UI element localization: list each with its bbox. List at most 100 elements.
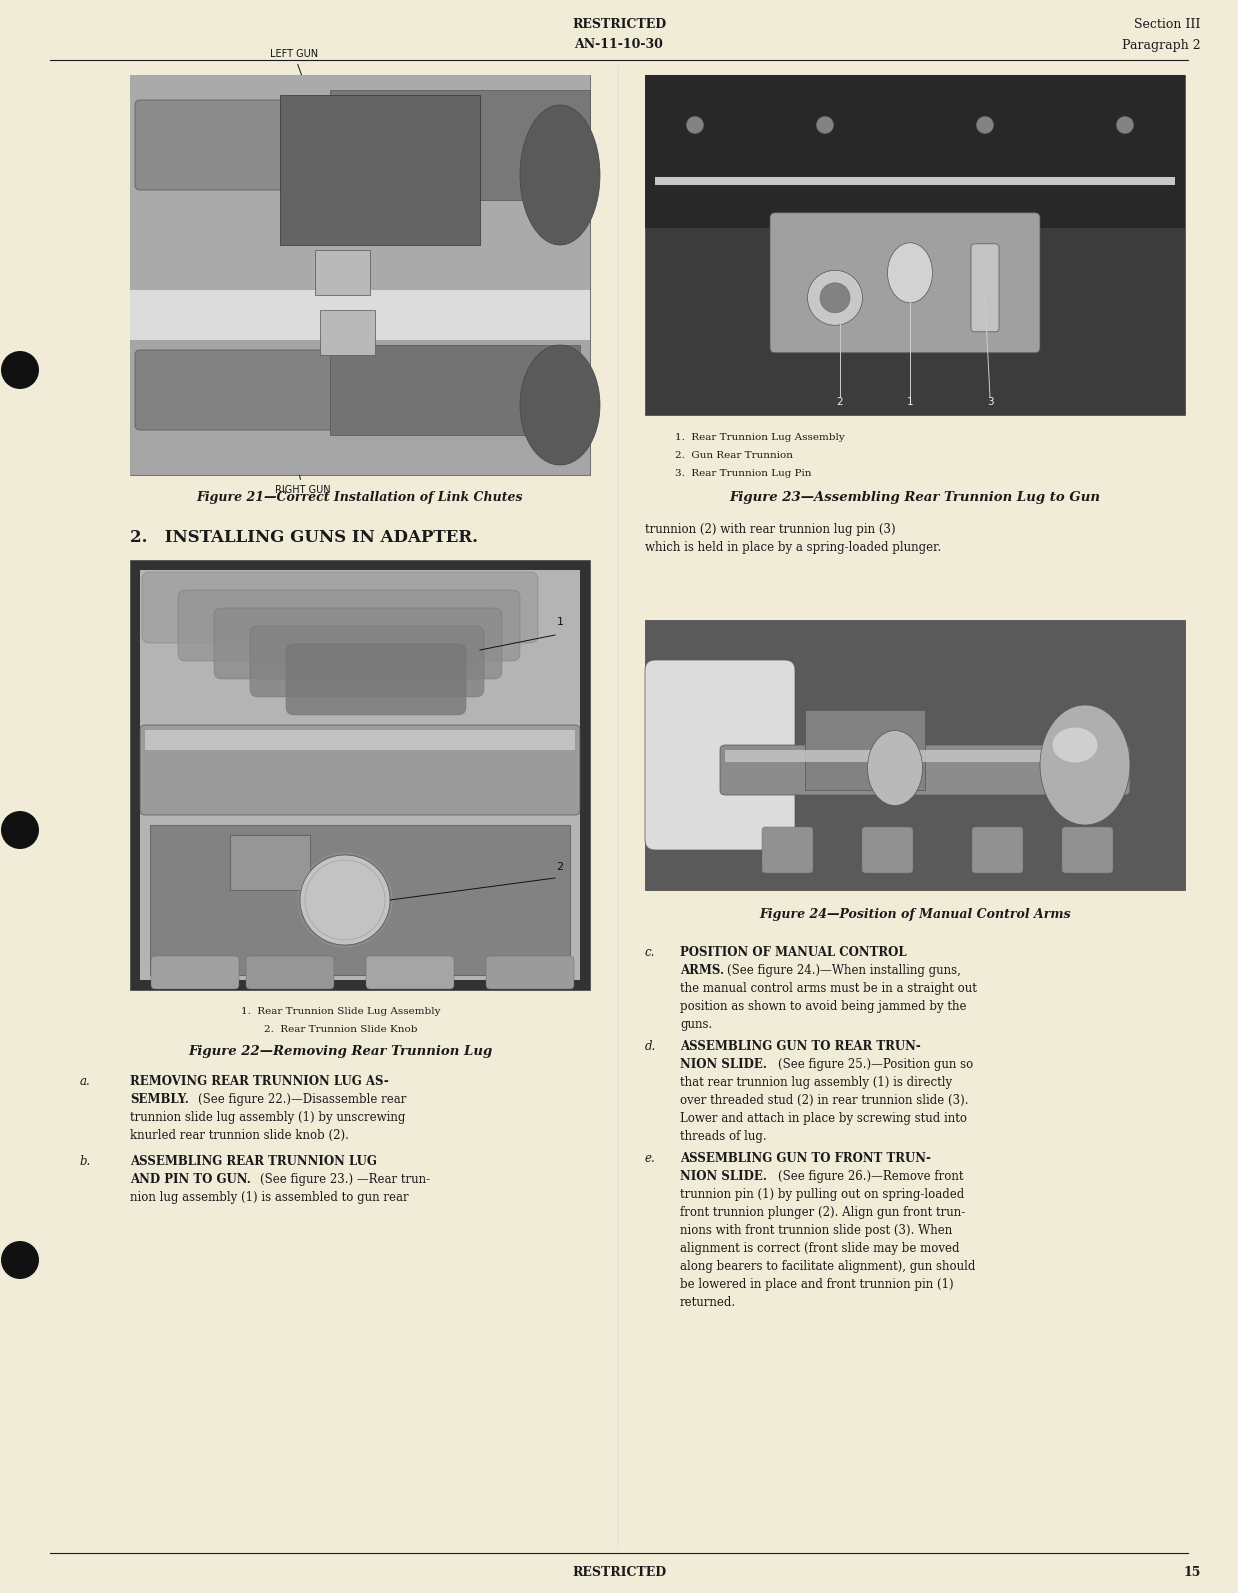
FancyBboxPatch shape [645,620,1185,890]
FancyBboxPatch shape [140,725,579,816]
FancyBboxPatch shape [645,75,1185,416]
FancyBboxPatch shape [178,589,520,661]
Text: guns.: guns. [680,1018,712,1031]
Ellipse shape [816,116,834,134]
Text: NION SLIDE.: NION SLIDE. [680,1169,768,1184]
Text: Figure 22—Removing Rear Trunnion Lug: Figure 22—Removing Rear Trunnion Lug [188,1045,493,1058]
Ellipse shape [686,116,704,134]
Text: NION SLIDE.: NION SLIDE. [680,1058,768,1070]
Text: front trunnion plunger (2). Align gun front trun-: front trunnion plunger (2). Align gun fr… [680,1206,966,1219]
FancyBboxPatch shape [130,290,591,339]
FancyBboxPatch shape [140,570,579,980]
Ellipse shape [520,105,600,245]
Text: over threaded stud (2) in rear trunnion slide (3).: over threaded stud (2) in rear trunnion … [680,1094,968,1107]
Ellipse shape [1,811,40,849]
Text: 2.  Gun Rear Trunnion: 2. Gun Rear Trunnion [675,451,794,460]
Text: that rear trunnion lug assembly (1) is directly: that rear trunnion lug assembly (1) is d… [680,1075,952,1090]
FancyBboxPatch shape [862,827,912,873]
Text: POSITION OF MANUAL CONTROL: POSITION OF MANUAL CONTROL [680,946,906,959]
FancyBboxPatch shape [150,825,569,975]
FancyBboxPatch shape [972,827,1023,873]
FancyBboxPatch shape [250,626,484,698]
Ellipse shape [300,855,390,945]
Ellipse shape [520,346,600,465]
FancyBboxPatch shape [130,75,591,475]
FancyBboxPatch shape [145,730,574,750]
Text: 2: 2 [556,862,563,871]
FancyBboxPatch shape [721,746,1130,795]
FancyBboxPatch shape [487,956,574,989]
Text: trunnion (2) with rear trunnion lug pin (3): trunnion (2) with rear trunnion lug pin … [645,523,895,535]
FancyBboxPatch shape [645,660,795,851]
FancyBboxPatch shape [314,250,370,295]
Text: along bearers to facilitate alignment), gun should: along bearers to facilitate alignment), … [680,1260,976,1273]
Text: Figure 23—Assembling Rear Trunnion Lug to Gun: Figure 23—Assembling Rear Trunnion Lug t… [729,491,1101,503]
FancyBboxPatch shape [230,835,310,890]
Text: Figure 24—Position of Manual Control Arms: Figure 24—Position of Manual Control Arm… [759,908,1071,921]
Text: (See figure 23.) —Rear trun-: (See figure 23.) —Rear trun- [260,1172,430,1187]
FancyBboxPatch shape [135,350,345,430]
Text: trunnion pin (1) by pulling out on spring-loaded: trunnion pin (1) by pulling out on sprin… [680,1188,964,1201]
Text: RESTRICTED: RESTRICTED [572,19,666,32]
Text: alignment is correct (front slide may be moved: alignment is correct (front slide may be… [680,1243,959,1255]
Text: Figure 21—Correct Installation of Link Chutes: Figure 21—Correct Installation of Link C… [197,491,524,503]
Text: Section III: Section III [1134,19,1201,32]
FancyBboxPatch shape [135,100,345,190]
Text: RIGHT GUN: RIGHT GUN [275,413,331,495]
Text: SEMBLY.: SEMBLY. [130,1093,189,1106]
FancyBboxPatch shape [971,244,999,331]
FancyBboxPatch shape [331,346,579,435]
Text: nions with front trunnion slide post (3). When: nions with front trunnion slide post (3)… [680,1223,952,1238]
FancyBboxPatch shape [286,644,465,715]
Ellipse shape [888,242,932,303]
Text: LEFT: LEFT [366,266,390,276]
Text: which is held in place by a spring-loaded plunger.: which is held in place by a spring-loade… [645,542,941,554]
Text: ARMS.: ARMS. [680,964,724,977]
Text: b.: b. [80,1155,92,1168]
Text: 1: 1 [906,397,914,406]
Text: knurled rear trunnion slide knob (2).: knurled rear trunnion slide knob (2). [130,1129,349,1142]
Text: nion lug assembly (1) is assembled to gun rear: nion lug assembly (1) is assembled to gu… [130,1192,409,1204]
Text: RIGHT: RIGHT [366,280,397,290]
FancyBboxPatch shape [763,827,813,873]
FancyBboxPatch shape [331,89,591,201]
Text: LEFT GUN: LEFT GUN [270,49,329,153]
Text: (See figure 26.)—Remove front: (See figure 26.)—Remove front [777,1169,963,1184]
Text: 2: 2 [837,397,843,406]
Text: 1: 1 [557,616,563,628]
FancyBboxPatch shape [725,750,1125,761]
Ellipse shape [1,350,40,389]
Text: 2.   INSTALLING GUNS IN ADAPTER.: 2. INSTALLING GUNS IN ADAPTER. [130,529,478,546]
Text: ASSEMBLING GUN TO REAR TRUN-: ASSEMBLING GUN TO REAR TRUN- [680,1040,921,1053]
Text: e.: e. [645,1152,656,1164]
Text: Lower and attach in place by screwing stud into: Lower and attach in place by screwing st… [680,1112,967,1125]
Text: 15: 15 [1184,1566,1201,1580]
Text: a.: a. [80,1075,90,1088]
Text: (See figure 24.)—When installing guns,: (See figure 24.)—When installing guns, [727,964,961,977]
Ellipse shape [820,284,851,312]
Text: the manual control arms must be in a straight out: the manual control arms must be in a str… [680,981,977,996]
Text: be lowered in place and front trunnion pin (1): be lowered in place and front trunnion p… [680,1278,953,1290]
Text: trunnion slide lug assembly (1) by unscrewing: trunnion slide lug assembly (1) by unscr… [130,1110,405,1125]
FancyBboxPatch shape [770,213,1040,352]
Text: Paragraph 2: Paragraph 2 [1122,38,1201,51]
Text: returned.: returned. [680,1297,737,1309]
Text: (See figure 22.)—Disassemble rear: (See figure 22.)—Disassemble rear [198,1093,406,1106]
Ellipse shape [1,1241,40,1279]
Text: AN-11-10-30: AN-11-10-30 [574,38,664,51]
Text: (See figure 25.)—Position gun so: (See figure 25.)—Position gun so [777,1058,973,1070]
Ellipse shape [1052,728,1098,763]
Ellipse shape [1115,116,1134,134]
FancyBboxPatch shape [142,572,539,644]
FancyBboxPatch shape [1062,827,1113,873]
Text: 3: 3 [987,397,993,406]
Ellipse shape [807,271,863,325]
FancyBboxPatch shape [366,956,454,989]
Text: threads of lug.: threads of lug. [680,1129,766,1144]
Text: ASSEMBLING REAR TRUNNION LUG: ASSEMBLING REAR TRUNNION LUG [130,1155,376,1168]
FancyBboxPatch shape [130,339,591,475]
Text: AND PIN TO GUN.: AND PIN TO GUN. [130,1172,251,1187]
Ellipse shape [1040,706,1130,825]
Text: 1.  Rear Trunnion Slide Lug Assembly: 1. Rear Trunnion Slide Lug Assembly [240,1007,441,1016]
Ellipse shape [976,116,994,134]
